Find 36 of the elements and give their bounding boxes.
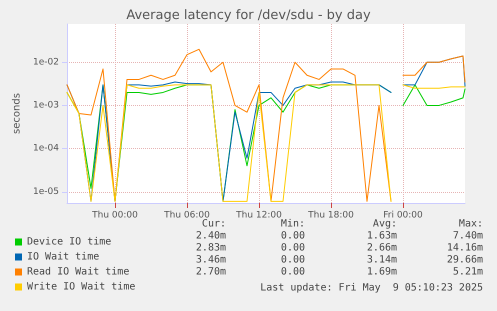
x-tick-label: Thu 06:00 bbox=[163, 210, 210, 220]
text: 5.21m bbox=[452, 266, 484, 278]
text: 1.69m bbox=[366, 266, 398, 278]
y-tick-label: 1e-03 bbox=[33, 100, 59, 110]
text: Cur: bbox=[202, 218, 226, 230]
y-tick-label: 1e-04 bbox=[33, 144, 60, 154]
chart-title: Average latency for /dev/sdu - by day bbox=[126, 8, 371, 23]
y-axis-title: seconds bbox=[12, 93, 23, 134]
x-tick-label: Thu 00:00 bbox=[91, 210, 138, 220]
text: Last update: Fri May 9 05:10:23 2025 bbox=[260, 282, 484, 294]
x-tick-label: Thu 12:00 bbox=[235, 210, 282, 220]
text: 3.14m bbox=[366, 254, 398, 266]
legend-label: Read IO Wait time bbox=[27, 266, 130, 278]
text: 14.16m bbox=[446, 242, 483, 254]
text: 1.63m bbox=[366, 230, 398, 242]
text: 3.46m bbox=[196, 254, 226, 266]
text: 7.40m bbox=[452, 230, 484, 242]
text: 29.66m bbox=[446, 254, 483, 266]
y-tick-label: 1e-02 bbox=[33, 57, 59, 68]
legend-label: IO Wait time bbox=[27, 252, 100, 262]
text: 0.00 bbox=[280, 230, 306, 242]
text: 0.00 bbox=[280, 242, 306, 254]
x-tick-label: Fri 00:00 bbox=[383, 210, 424, 220]
text: 2.40m bbox=[196, 230, 226, 242]
x-tick-label: Thu 18:00 bbox=[307, 210, 354, 220]
legend-label: Device IO time bbox=[27, 236, 112, 248]
text: 2.83m bbox=[196, 242, 226, 254]
legend-label: Write IO Wait time bbox=[27, 282, 136, 292]
text: 2.70m bbox=[196, 266, 226, 278]
text: Avg: bbox=[372, 218, 398, 230]
text: 0.00 bbox=[280, 266, 306, 278]
y-tick-label: 1e-05 bbox=[33, 186, 59, 197]
text: 0.00 bbox=[280, 254, 306, 266]
text: Max: bbox=[458, 218, 484, 230]
text: Min: bbox=[280, 218, 306, 230]
text: 2.66m bbox=[366, 242, 398, 254]
